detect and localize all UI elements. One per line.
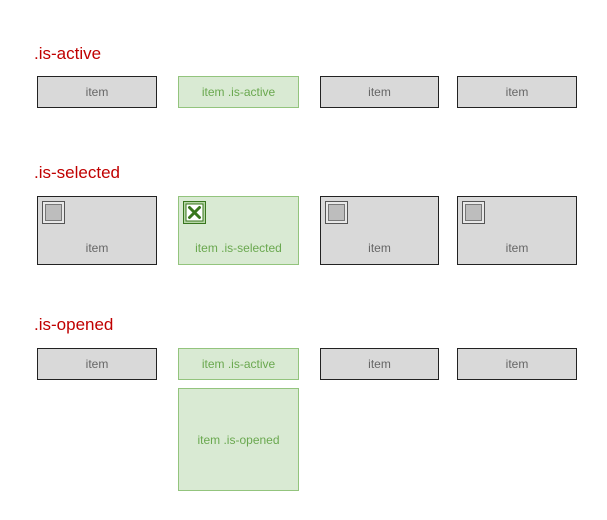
panel-label: item .is-opened [197, 432, 280, 447]
opened-panel: item .is-opened [178, 388, 299, 491]
item-label: item [505, 357, 529, 371]
item-1[interactable]: item [37, 348, 157, 380]
item-3[interactable]: item [320, 76, 439, 108]
item-label: item [368, 85, 391, 99]
item-2-active[interactable]: item .is-active [178, 76, 299, 108]
section-title-is-selected: .is-selected [34, 163, 120, 182]
item-label: item [85, 85, 109, 99]
section-title-is-opened: .is-opened [34, 315, 114, 334]
item-1[interactable]: item [37, 76, 157, 108]
item-label: item .is-selected [195, 241, 282, 255]
item-4[interactable]: item [457, 76, 577, 108]
item-label: item .is-active [201, 85, 276, 99]
checkbox-checked-icon[interactable] [183, 201, 206, 224]
item-label: item [505, 241, 529, 255]
checkbox-icon[interactable] [42, 201, 65, 224]
item-3[interactable]: item [320, 348, 439, 380]
item-label: item .is-active [201, 357, 276, 371]
section-title-is-active: .is-active [34, 44, 102, 63]
item-2-active[interactable]: item .is-active [178, 348, 299, 380]
item-label: item [85, 241, 109, 255]
checkbox-icon[interactable] [462, 201, 485, 224]
selectable-item-4[interactable]: item [457, 196, 577, 265]
item-label: item [505, 85, 529, 99]
item-4[interactable]: item [457, 348, 577, 380]
item-label: item [85, 357, 109, 371]
selectable-item-2-selected[interactable]: item .is-selected [178, 196, 299, 265]
item-label: item [368, 357, 391, 371]
checkbox-icon[interactable] [325, 201, 348, 224]
selectable-item-1[interactable]: item [37, 196, 157, 265]
item-label: item [368, 241, 391, 255]
selectable-item-3[interactable]: item [320, 196, 439, 265]
